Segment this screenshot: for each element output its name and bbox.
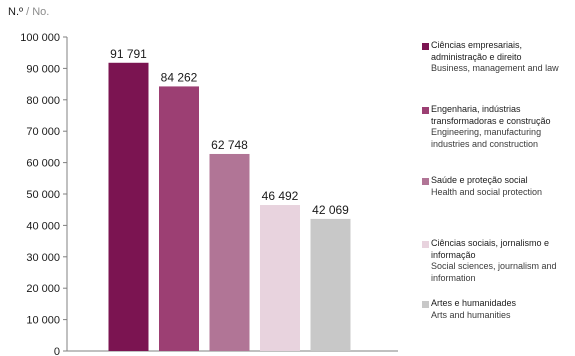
unit-label-pt: N.º [8,6,24,18]
legend-text-business: Ciências empresariais, administração e d… [431,40,575,75]
y-tick-label: 20 000 [26,283,60,295]
legend-label-en: Business, management and law [431,63,559,74]
y-tick-label: 100 000 [20,32,60,44]
bar-data-label: 91 791 [110,47,147,61]
bar [159,86,199,351]
y-tick-label: 0 [54,346,60,356]
legend-label-pt: Artes e humanidades [431,298,517,308]
y-axis-unit-label: N.º / No. [8,6,49,18]
y-tick-label: 50 000 [26,189,60,201]
legend-label-en: Social sciences, journalism and informat… [431,261,557,283]
y-tick-label: 10 000 [26,315,60,327]
y-tick-label: 80 000 [26,95,60,107]
legend-swatch-health [422,178,429,185]
legend-text-engineering: Engenharia, indústrias transformadoras e… [431,104,575,150]
y-tick-label: 60 000 [26,158,60,170]
bar-data-label: 46 492 [262,189,299,203]
legend-swatch-arts [422,301,429,308]
bar-data-label: 84 262 [161,70,198,84]
legend-label-pt: Saúde e proteção social [431,175,528,185]
legend-swatch-engineering [422,107,429,114]
bar [209,153,250,351]
bar [260,205,300,351]
bar-chart: 0 10 000 20 000 30 000 40 000 50 000 60 000 70 … [20,32,398,356]
y-tick-label: 70 000 [26,126,60,138]
bar-data-label: 42 069 [312,203,349,217]
bar-data-label: 62 748 [211,138,248,152]
legend-label-en: Engineering, manufacturing industries an… [431,127,542,149]
unit-label-separator: / [23,6,33,18]
legend-label-en: Health and social protection [431,186,543,197]
y-tick-label: 90 000 [26,63,60,75]
legend-swatch-social-sciences [422,241,429,248]
unit-label-en: No. [32,6,50,18]
chart-legend: Ciências empresariais, administração e d… [422,0,575,356]
bar [310,218,351,351]
legend-text-arts: Artes e humanidades Arts and humanities [431,298,575,321]
bar [108,62,149,352]
legend-label-pt: Engenharia, indústrias transformadoras e… [431,104,551,126]
legend-label-en: Arts and humanities [431,309,511,320]
legend-label-pt: Ciências sociais, jornalismo e informaçã… [431,238,550,260]
legend-text-social-sciences: Ciências sociais, jornalismo e informaçã… [431,238,575,284]
legend-swatch-business [422,43,429,50]
y-tick-label: 30 000 [26,252,60,264]
y-tick-label: 40 000 [26,220,60,232]
legend-label-pt: Ciências empresariais, administração e d… [431,40,523,62]
legend-text-health: Saúde e proteção social Health and socia… [431,175,575,198]
